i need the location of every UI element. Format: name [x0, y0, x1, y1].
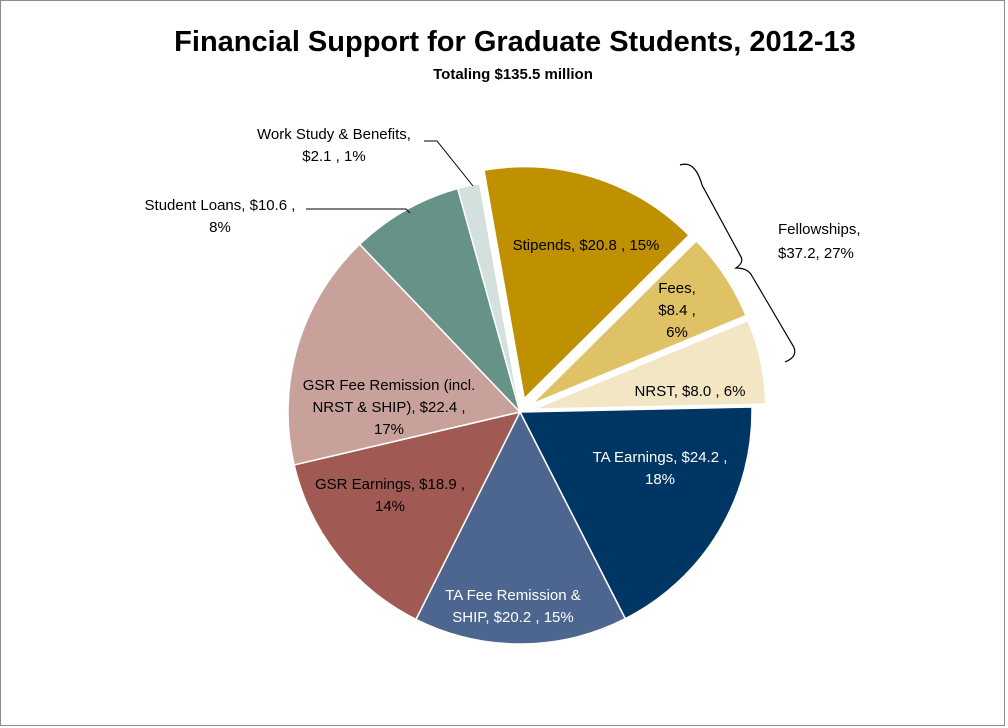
slice-label-4: TA Earnings, $24.2 , 18%	[593, 449, 728, 488]
slice-label-7: GSR Fee Remission (incl. NRST & SHIP), $2…	[303, 377, 476, 438]
slice-label-3: NRST, $8.0 , 6%	[635, 383, 746, 400]
pie-slice-4	[518, 406, 753, 620]
pie-slice-1	[483, 165, 690, 401]
pie-slice-6	[293, 410, 522, 621]
slice-label-5: TA Fee Remission & SHIP, $20.2 , 15%	[445, 587, 581, 626]
slice-label-1: Stipends, $20.8 , 15%	[513, 237, 660, 254]
slice-label-2: Fees, $8.4 , 6%	[658, 280, 696, 341]
pie-slice-3	[533, 319, 767, 410]
pie-slice-5	[414, 410, 627, 645]
slice-label-6: GSR Earnings, $18.9 , 14%	[315, 476, 465, 515]
leader-line-1	[424, 140, 474, 187]
slice-label-9: Work Study & Benefits, $2.1 , 1%	[257, 126, 411, 165]
slice-label-8: Student Loans, $10.6 , 8%	[145, 197, 296, 236]
leader-line-2	[306, 208, 411, 214]
fellowships-annotation: Fellowships, $37.2, 27%	[778, 221, 861, 262]
fellowships-brace	[679, 163, 796, 363]
chart-title: Financial Support for Graduate Students,…	[174, 26, 856, 58]
chart-subtitle: Totaling $135.5 million	[433, 66, 593, 83]
pie-slice-7	[287, 243, 522, 466]
pie-slice-9	[456, 182, 521, 413]
pie-slice-8	[358, 187, 521, 413]
pie-slice-2	[531, 239, 748, 405]
